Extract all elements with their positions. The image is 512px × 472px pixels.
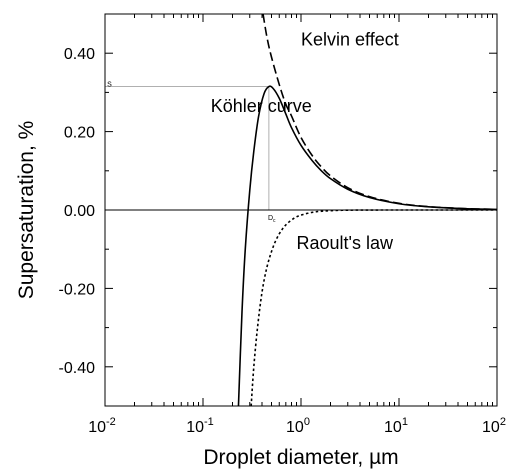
x-tick-label: 10-2 [88, 416, 116, 436]
y-tick-label: 0.20 [64, 125, 95, 142]
x-tick-label: 101 [384, 416, 408, 436]
x-tick-label: 100 [286, 416, 310, 436]
annotations: Kelvin effect Köhler curve Raoult's law S Dc [107, 29, 399, 253]
x-tick-label: 102 [482, 416, 506, 436]
y-tick-label: -0.20 [59, 281, 96, 298]
curve-label: Kelvin effect [301, 29, 399, 49]
critical-point-guides [105, 86, 270, 210]
y-tick-label: -0.40 [59, 360, 96, 377]
raoult-law-line [250, 209, 497, 406]
critical-label: Dc [268, 215, 276, 224]
y-tick-label: 0.40 [64, 46, 95, 63]
y-axis: 0.40 0.20 0.00 -0.20 -0.40 [59, 13, 497, 407]
x-tick-label: 10-1 [186, 416, 214, 436]
x-axis-title: Droplet diameter, µm [203, 446, 398, 469]
kelvin-effect-line [262, 14, 497, 211]
critical-label: S [107, 82, 112, 89]
y-tick-label: 0.00 [64, 203, 95, 220]
y-axis-title: Supersaturation, % [15, 121, 38, 300]
series-layer [237, 14, 497, 406]
curve-label: Raoult's law [297, 233, 394, 253]
curve-label: Köhler curve [211, 96, 312, 116]
x-axis: 10-2 10-1 100 101 102 [88, 14, 506, 436]
